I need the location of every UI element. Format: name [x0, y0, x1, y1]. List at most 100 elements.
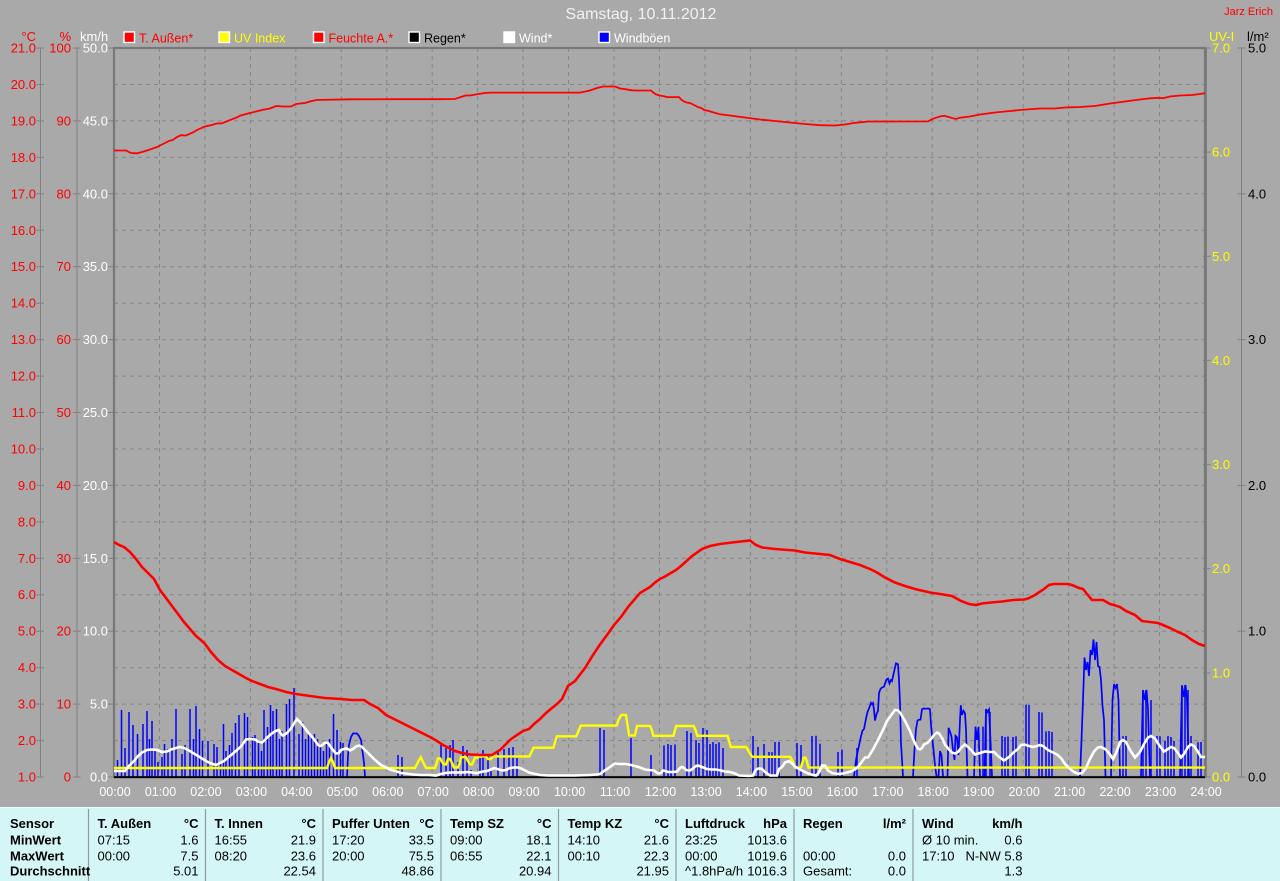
svg-text:20.94: 20.94 — [519, 864, 552, 879]
svg-text:80: 80 — [57, 186, 71, 201]
svg-text:22.1: 22.1 — [526, 849, 551, 864]
svg-text:50.0: 50.0 — [83, 41, 108, 56]
svg-text:17.0: 17.0 — [11, 186, 36, 201]
svg-text:100: 100 — [49, 41, 71, 56]
svg-text:4.0: 4.0 — [18, 660, 36, 675]
svg-text:10:00: 10:00 — [554, 785, 585, 799]
svg-text:12:00: 12:00 — [645, 785, 676, 799]
svg-text:4.0: 4.0 — [1212, 353, 1230, 368]
svg-text:14:00: 14:00 — [736, 785, 767, 799]
svg-text:00:10: 00:10 — [568, 849, 601, 864]
svg-text:21.6: 21.6 — [644, 833, 669, 848]
svg-text:4.0: 4.0 — [1248, 186, 1266, 201]
svg-text:1016.3: 1016.3 — [747, 864, 787, 879]
svg-text:48.86: 48.86 — [401, 864, 434, 879]
svg-text:0.0: 0.0 — [888, 849, 906, 864]
svg-text:12.0: 12.0 — [11, 369, 36, 384]
svg-text:UV-I: UV-I — [1209, 29, 1234, 44]
svg-text:05:00: 05:00 — [327, 785, 358, 799]
svg-text:3.0: 3.0 — [1248, 332, 1266, 347]
svg-text:l/m²: l/m² — [1247, 29, 1269, 44]
svg-text:Sensor: Sensor — [10, 816, 54, 831]
svg-text:23:00: 23:00 — [1145, 785, 1176, 799]
svg-text:1013.6: 1013.6 — [747, 833, 787, 848]
svg-text:03:00: 03:00 — [236, 785, 267, 799]
svg-text:19:00: 19:00 — [963, 785, 994, 799]
svg-text:Jarz Erich: Jarz Erich — [1224, 6, 1273, 18]
svg-text:MaxWert: MaxWert — [10, 849, 65, 864]
svg-text:13.0: 13.0 — [11, 332, 36, 347]
svg-text:^1.8hPa/h: ^1.8hPa/h — [685, 864, 743, 879]
svg-text:20:00: 20:00 — [1009, 785, 1040, 799]
svg-text:00:00: 00:00 — [99, 785, 130, 799]
svg-text:km/h: km/h — [992, 816, 1022, 831]
svg-text:6.0: 6.0 — [1212, 145, 1230, 160]
svg-text:04:00: 04:00 — [281, 785, 312, 799]
svg-text:17:00: 17:00 — [872, 785, 903, 799]
svg-text:2.0: 2.0 — [1248, 478, 1266, 493]
svg-text:7.0: 7.0 — [1212, 41, 1230, 56]
svg-text:Samstag, 10.11.2012: Samstag, 10.11.2012 — [566, 6, 717, 23]
svg-text:40: 40 — [57, 478, 71, 493]
svg-text:14:10: 14:10 — [568, 833, 601, 848]
svg-text:2.0: 2.0 — [1212, 561, 1230, 576]
svg-text:30: 30 — [57, 551, 71, 566]
svg-text:06:55: 06:55 — [450, 849, 483, 864]
svg-text:MinWert: MinWert — [10, 833, 62, 848]
svg-text:22.3: 22.3 — [644, 849, 669, 864]
svg-text:06:00: 06:00 — [372, 785, 403, 799]
svg-text:50: 50 — [57, 405, 71, 420]
svg-text:17:10: 17:10 — [922, 849, 955, 864]
svg-text:21.9: 21.9 — [291, 833, 316, 848]
svg-text:Ø 10 min.: Ø 10 min. — [922, 833, 978, 848]
svg-text:0.6: 0.6 — [1004, 833, 1022, 848]
svg-text:10: 10 — [57, 697, 71, 712]
svg-text:08:00: 08:00 — [463, 785, 494, 799]
svg-text:0.0: 0.0 — [1248, 770, 1266, 785]
svg-text:09:00: 09:00 — [508, 785, 539, 799]
svg-text:02:00: 02:00 — [190, 785, 221, 799]
svg-text:5.01: 5.01 — [173, 864, 198, 879]
svg-text:10.0: 10.0 — [83, 624, 108, 639]
svg-text:Temp SZ: Temp SZ — [450, 816, 504, 831]
svg-text:01:00: 01:00 — [145, 785, 176, 799]
svg-text:1.6: 1.6 — [180, 833, 198, 848]
svg-text:15.0: 15.0 — [83, 551, 108, 566]
svg-text:8.0: 8.0 — [18, 514, 36, 529]
svg-text:3.0: 3.0 — [18, 697, 36, 712]
svg-text:20.0: 20.0 — [11, 77, 36, 92]
svg-text:30.0: 30.0 — [83, 332, 108, 347]
svg-text:09:00: 09:00 — [450, 833, 483, 848]
svg-text:20:00: 20:00 — [332, 849, 365, 864]
svg-text:Temp KZ: Temp KZ — [568, 816, 623, 831]
svg-text:23.6: 23.6 — [291, 849, 316, 864]
svg-text:°C: °C — [301, 816, 316, 831]
svg-text:90: 90 — [57, 113, 71, 128]
svg-text:11.0: 11.0 — [12, 405, 36, 420]
svg-text:Puffer Unten: Puffer Unten — [332, 816, 410, 831]
svg-text:15:00: 15:00 — [781, 785, 812, 799]
svg-text:1.0: 1.0 — [1248, 624, 1266, 639]
svg-text:10.0: 10.0 — [11, 442, 36, 457]
svg-text:%: % — [59, 29, 71, 44]
svg-text:70: 70 — [57, 259, 71, 274]
svg-text:Luftdruck: Luftdruck — [685, 816, 746, 831]
svg-text:Wind: Wind — [922, 816, 954, 831]
svg-text:1019.6: 1019.6 — [747, 849, 787, 864]
svg-text:16:00: 16:00 — [827, 785, 858, 799]
svg-text:40.0: 40.0 — [83, 186, 108, 201]
svg-text:5.0: 5.0 — [90, 697, 108, 712]
svg-text:20: 20 — [57, 624, 71, 639]
svg-text:N-NW 5.8: N-NW 5.8 — [965, 849, 1022, 864]
svg-text:T. Innen: T. Innen — [215, 816, 263, 831]
svg-text:0: 0 — [64, 770, 71, 785]
svg-text:1.0: 1.0 — [18, 770, 36, 785]
svg-text:2.0: 2.0 — [18, 733, 36, 748]
svg-text:33.5: 33.5 — [409, 833, 434, 848]
svg-text:20.0: 20.0 — [83, 478, 108, 493]
svg-text:23:25: 23:25 — [685, 833, 718, 848]
svg-text:°C: °C — [537, 816, 552, 831]
svg-text:1.3: 1.3 — [1004, 864, 1022, 879]
svg-text:45.0: 45.0 — [83, 113, 108, 128]
svg-text:Windböen: Windböen — [614, 32, 670, 46]
